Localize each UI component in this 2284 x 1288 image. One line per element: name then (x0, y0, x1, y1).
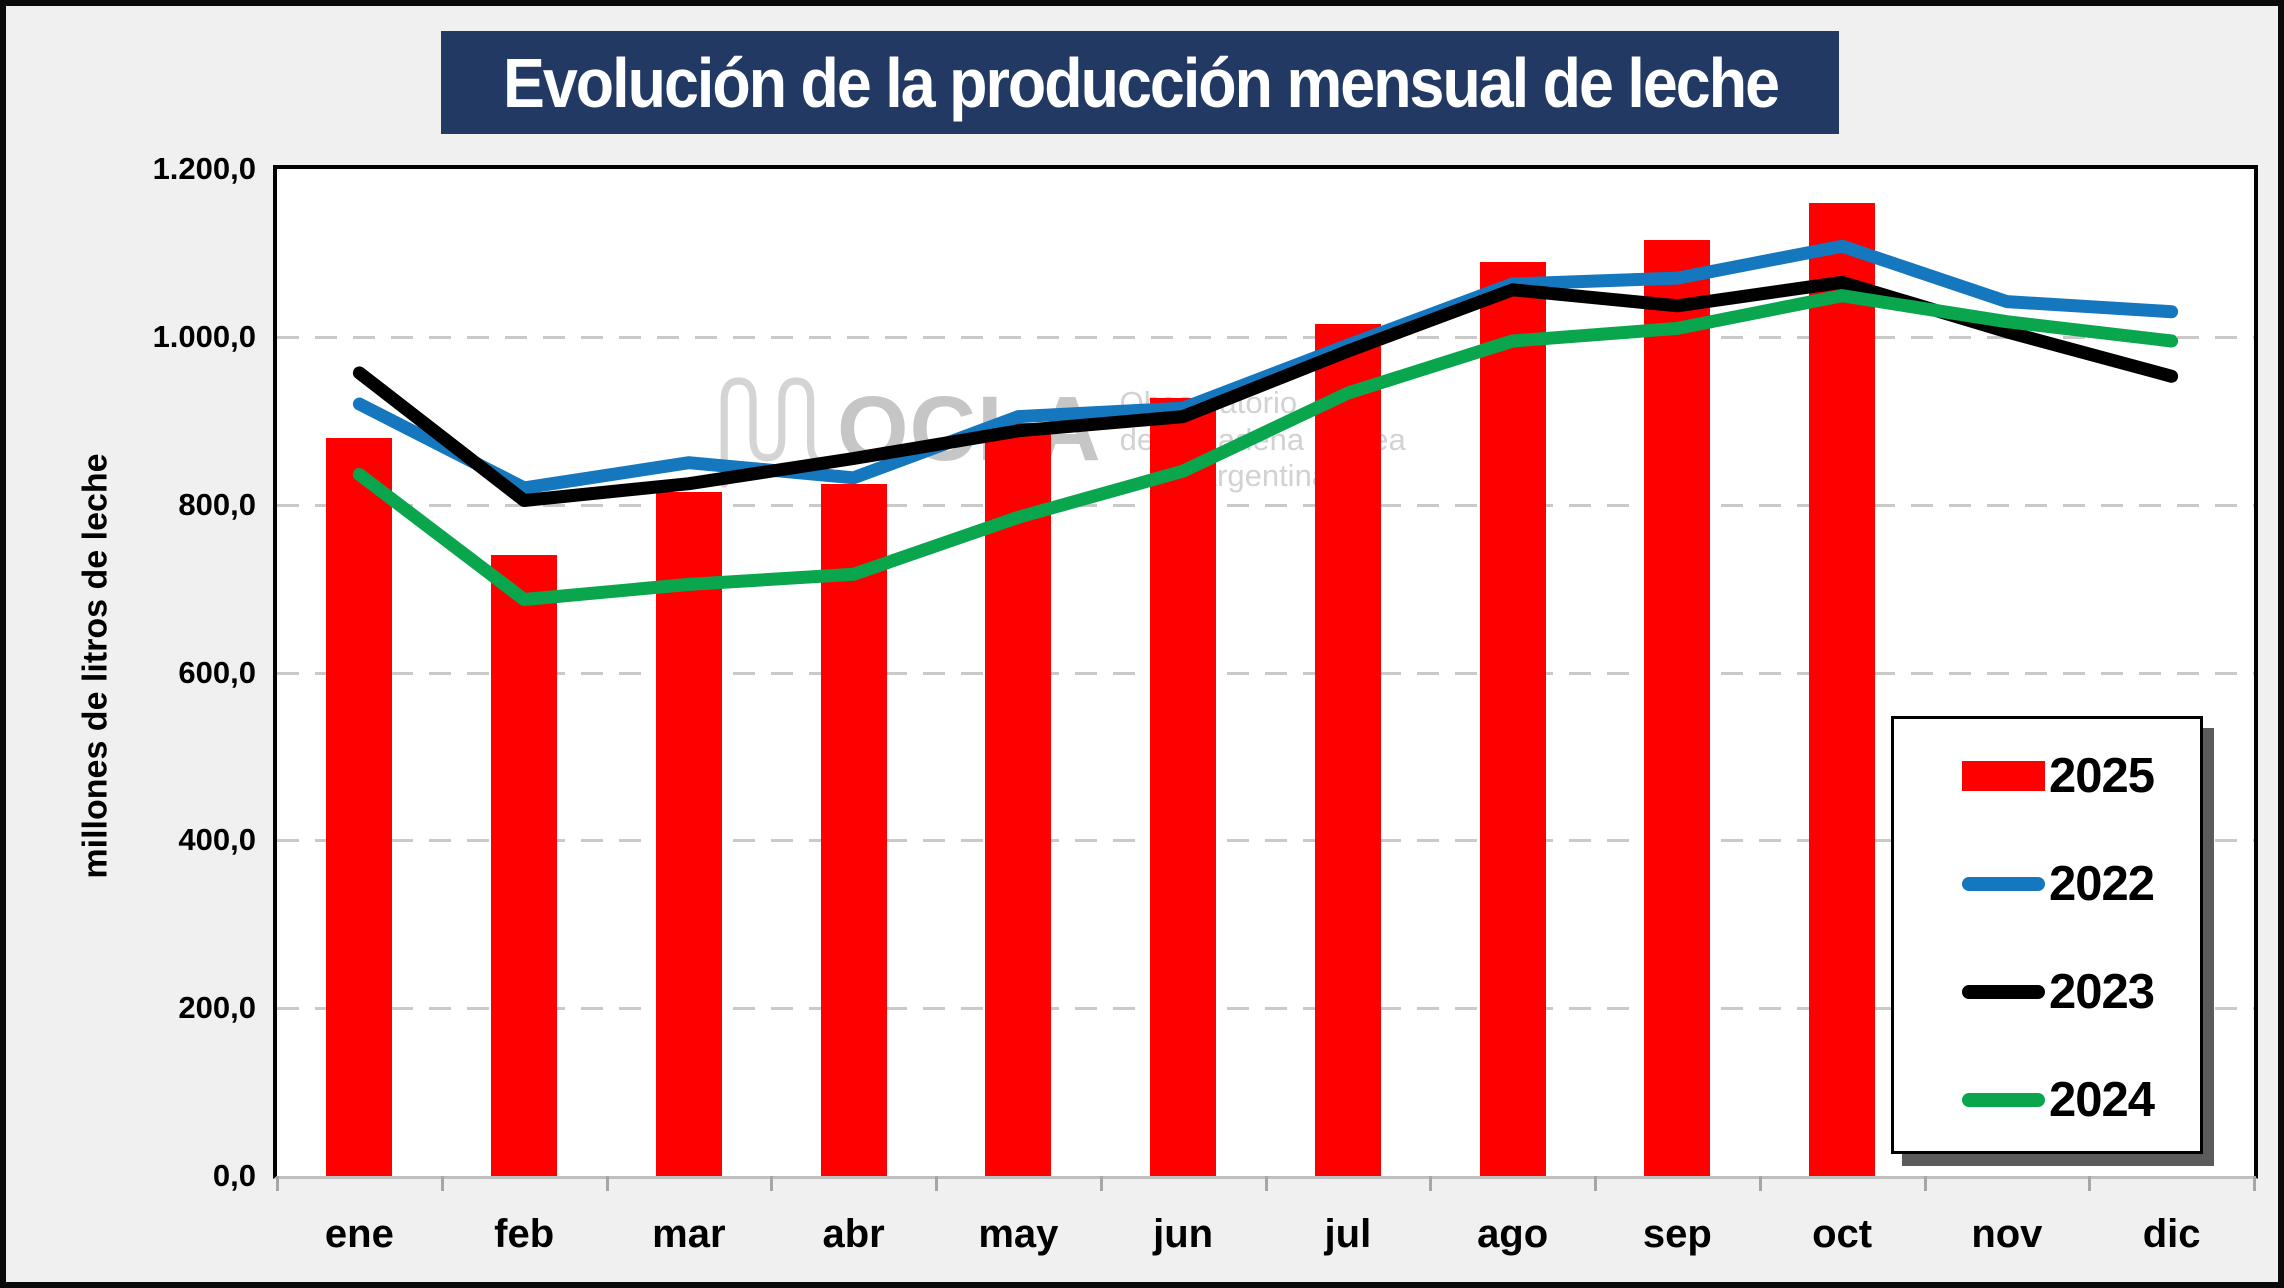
x-axis-tick (935, 1176, 938, 1191)
lines-layer (352, 239, 2179, 606)
x-axis-label-feb: feb (494, 1212, 555, 1256)
y-axis-tick-label-1.200,0: 1.200,0 (152, 151, 256, 186)
gridline-200 (277, 1007, 2254, 1011)
legend-swatch-2022 (1962, 877, 2045, 891)
legend-item-2025: 2025 (1894, 749, 2200, 803)
y-axis-tick-label-0,0: 0,0 (212, 1158, 256, 1193)
legend-swatch-2025 (1962, 761, 2045, 791)
y-axis-tick-label-200,0: 200,0 (178, 990, 256, 1026)
x-axis-tick (770, 1176, 774, 1191)
ocla-drip-icon (720, 377, 829, 488)
x-axis-tick (2253, 1176, 2256, 1191)
bar-2025-jul (1314, 324, 1381, 1176)
x-axis-label-jun: jun (1153, 1212, 1214, 1256)
x-axis-label-sep: sep (1642, 1212, 1712, 1256)
bar-2025-ene (326, 437, 393, 1176)
chart-title-banner: Evolución de la producción mensual de le… (441, 31, 1839, 134)
watermark-line3: Argentina (1196, 458, 1330, 494)
legend-label-2022: 2022 (2049, 857, 2155, 911)
x-axis-tick (1429, 1176, 1433, 1191)
legend-item-2023: 2023 (1894, 965, 2200, 1019)
legend-label-2023: 2023 (2049, 965, 2155, 1019)
x-axis-tick (1758, 1176, 1762, 1191)
plot-area: OCLA Observatorio de la Cadena Láctea Ar… (273, 165, 2258, 1179)
y-axis-tick-label-600,0: 600,0 (178, 654, 256, 690)
y-axis-tick-label-800,0: 800,0 (178, 486, 256, 522)
legend-label-2024: 2024 (2049, 1073, 2155, 1127)
x-axis-label-oct: oct (1812, 1212, 1873, 1256)
gridline-1000 (277, 335, 2254, 339)
bar-2025-jun (1150, 398, 1217, 1176)
x-axis-label-dic: dic (2142, 1212, 2201, 1256)
x-axis-tick (276, 1176, 279, 1191)
line-2024 (352, 289, 2179, 606)
x-axis-label-may: may (978, 1212, 1059, 1256)
x-axis-tick (2088, 1176, 2092, 1191)
x-axis-tick (605, 1176, 609, 1191)
bar-2025-feb (491, 555, 558, 1176)
bar-2025-abr (820, 483, 887, 1176)
x-axis-tick (1264, 1176, 1268, 1191)
x-axis-label-nov: nov (1971, 1212, 2043, 1256)
line-2022 (352, 239, 2179, 495)
legend-item-2024: 2024 (1894, 1073, 2200, 1127)
bar-2025-oct (1809, 202, 1876, 1176)
bar-2025-mar (655, 492, 722, 1176)
x-axis-tick (1099, 1176, 1103, 1191)
gridline-600 (277, 671, 2254, 675)
x-axis-label-mar: mar (652, 1212, 726, 1256)
legend-swatch-2023 (1962, 985, 2045, 999)
bar-2025-sep (1644, 240, 1711, 1176)
y-axis-tick-label-1.000,0: 1.000,0 (152, 318, 256, 354)
legend-box: 2025 2022 2023 2024 (1891, 716, 2203, 1154)
chart-title: Evolución de la producción mensual de le… (502, 43, 1780, 122)
x-axis-label-jul: jul (1324, 1212, 1372, 1256)
line-2023 (352, 275, 2179, 507)
x-axis-tick (1594, 1176, 1597, 1191)
legend-swatch-2024 (1962, 1093, 2045, 1107)
bar-2025-may (985, 423, 1052, 1176)
x-axis-label-ago: ago (1477, 1212, 1549, 1256)
x-axis-tick (440, 1176, 444, 1191)
gridline-800 (277, 503, 2254, 507)
x-axis-label-ene: ene (324, 1212, 394, 1256)
legend-item-2022: 2022 (1894, 857, 2200, 911)
x-axis-tick (1923, 1176, 1927, 1191)
bar-2025-ago (1479, 262, 1546, 1176)
x-axis-label-abr: abr (822, 1212, 885, 1256)
gridline-400 (277, 839, 2254, 843)
y-axis-tick-label-400,0: 400,0 (178, 822, 256, 858)
legend-label-2025: 2025 (2049, 749, 2155, 803)
